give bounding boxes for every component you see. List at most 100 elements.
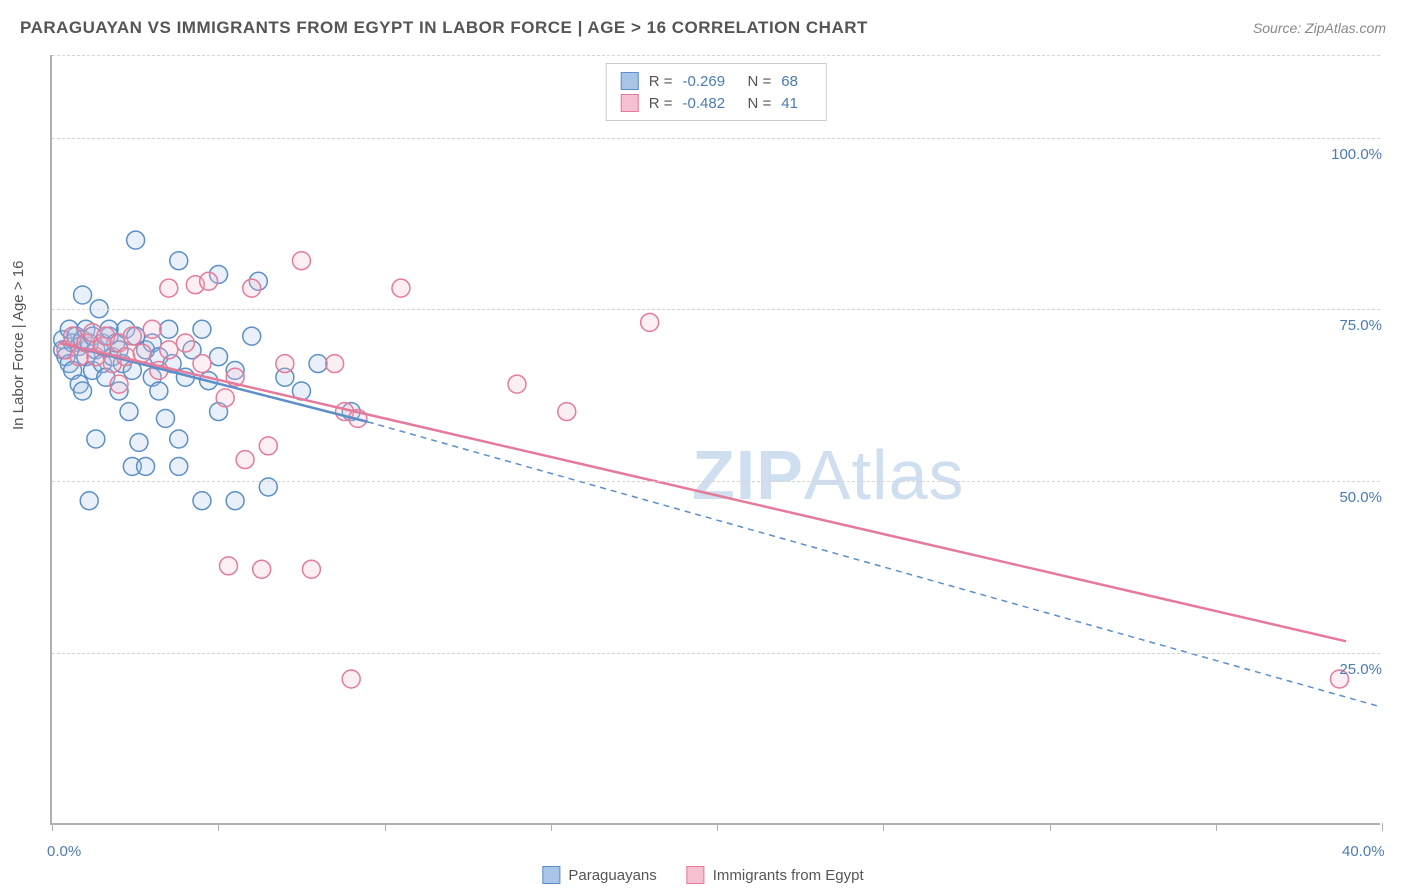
data-point — [243, 279, 261, 297]
y-tick-label: 100.0% — [1322, 146, 1382, 163]
data-point — [70, 348, 88, 366]
data-point — [157, 409, 175, 427]
data-point — [54, 341, 72, 359]
legend-swatch — [687, 866, 705, 884]
data-point — [77, 320, 95, 338]
data-point — [77, 334, 95, 352]
data-point — [74, 382, 92, 400]
legend-label: Immigrants from Egypt — [713, 867, 864, 884]
data-point — [226, 368, 244, 386]
data-point — [292, 252, 310, 270]
data-point — [302, 560, 320, 578]
data-point — [170, 252, 188, 270]
n-value: 41 — [781, 95, 811, 112]
data-point — [87, 348, 105, 366]
gridline — [52, 55, 1380, 56]
stats-legend-row: R = -0.482 N = 41 — [621, 92, 812, 114]
data-point — [77, 348, 95, 366]
data-point — [200, 272, 218, 290]
gridline — [52, 309, 1380, 310]
data-point — [243, 327, 261, 345]
data-point — [103, 355, 121, 373]
data-point — [103, 348, 121, 366]
data-point — [110, 382, 128, 400]
data-point — [93, 337, 111, 355]
gridline — [52, 481, 1380, 482]
data-point — [123, 327, 141, 345]
legend-item: Paraguayans — [542, 866, 656, 884]
y-tick-label: 75.0% — [1322, 317, 1382, 334]
r-label: R = — [649, 95, 673, 112]
data-point — [309, 355, 327, 373]
data-point — [110, 375, 128, 393]
source-attribution: Source: ZipAtlas.com — [1253, 20, 1386, 36]
data-point — [60, 320, 78, 338]
data-point — [183, 341, 201, 359]
data-point — [87, 430, 105, 448]
x-tick — [1050, 823, 1051, 831]
data-point — [236, 451, 254, 469]
y-tick-label: 50.0% — [1322, 489, 1382, 506]
data-point — [336, 403, 354, 421]
x-tick — [218, 823, 219, 831]
x-tick — [1382, 823, 1383, 831]
data-point — [193, 492, 211, 510]
data-point — [249, 272, 267, 290]
series-legend: Paraguayans Immigrants from Egypt — [542, 866, 863, 884]
data-point — [54, 331, 72, 349]
data-point — [117, 348, 135, 366]
data-point — [170, 457, 188, 475]
data-point — [292, 382, 310, 400]
n-value: 68 — [781, 73, 811, 90]
data-point — [64, 334, 82, 352]
data-point — [186, 276, 204, 294]
legend-swatch — [542, 866, 560, 884]
data-point — [193, 320, 211, 338]
n-label: N = — [748, 73, 772, 90]
data-point — [137, 457, 155, 475]
data-point — [392, 279, 410, 297]
n-label: N = — [748, 95, 772, 112]
data-point — [120, 403, 138, 421]
data-point — [110, 334, 128, 352]
data-point — [57, 341, 75, 359]
data-point — [84, 327, 102, 345]
data-point — [84, 361, 102, 379]
y-axis-title: In Labor Force | Age > 16 — [10, 261, 27, 430]
data-point — [123, 361, 141, 379]
data-point — [200, 372, 218, 390]
data-point — [342, 403, 360, 421]
data-point — [143, 334, 161, 352]
legend-label: Paraguayans — [568, 867, 656, 884]
x-tick-label: 40.0% — [1342, 843, 1385, 860]
x-tick — [385, 823, 386, 831]
watermark: ZIPAtlas — [692, 435, 965, 515]
stats-legend-row: R = -0.269 N = 68 — [621, 70, 812, 92]
r-label: R = — [649, 73, 673, 90]
data-point — [150, 348, 168, 366]
data-point — [80, 492, 98, 510]
data-point — [276, 355, 294, 373]
data-point — [150, 382, 168, 400]
x-tick — [52, 823, 53, 831]
y-tick-label: 25.0% — [1322, 661, 1382, 678]
data-point — [80, 334, 98, 352]
trend-line — [59, 343, 367, 422]
data-point — [160, 279, 178, 297]
data-point — [210, 348, 228, 366]
data-point — [123, 457, 141, 475]
data-point — [137, 341, 155, 359]
data-point — [210, 265, 228, 283]
data-point — [176, 334, 194, 352]
data-point — [150, 361, 168, 379]
data-point — [226, 361, 244, 379]
data-point — [127, 231, 145, 249]
data-point — [349, 409, 367, 427]
r-value: -0.269 — [683, 73, 738, 90]
data-point — [259, 437, 277, 455]
data-point — [220, 557, 238, 575]
gridline — [52, 138, 1380, 139]
data-point — [127, 327, 145, 345]
r-value: -0.482 — [683, 95, 738, 112]
legend-swatch — [621, 72, 639, 90]
